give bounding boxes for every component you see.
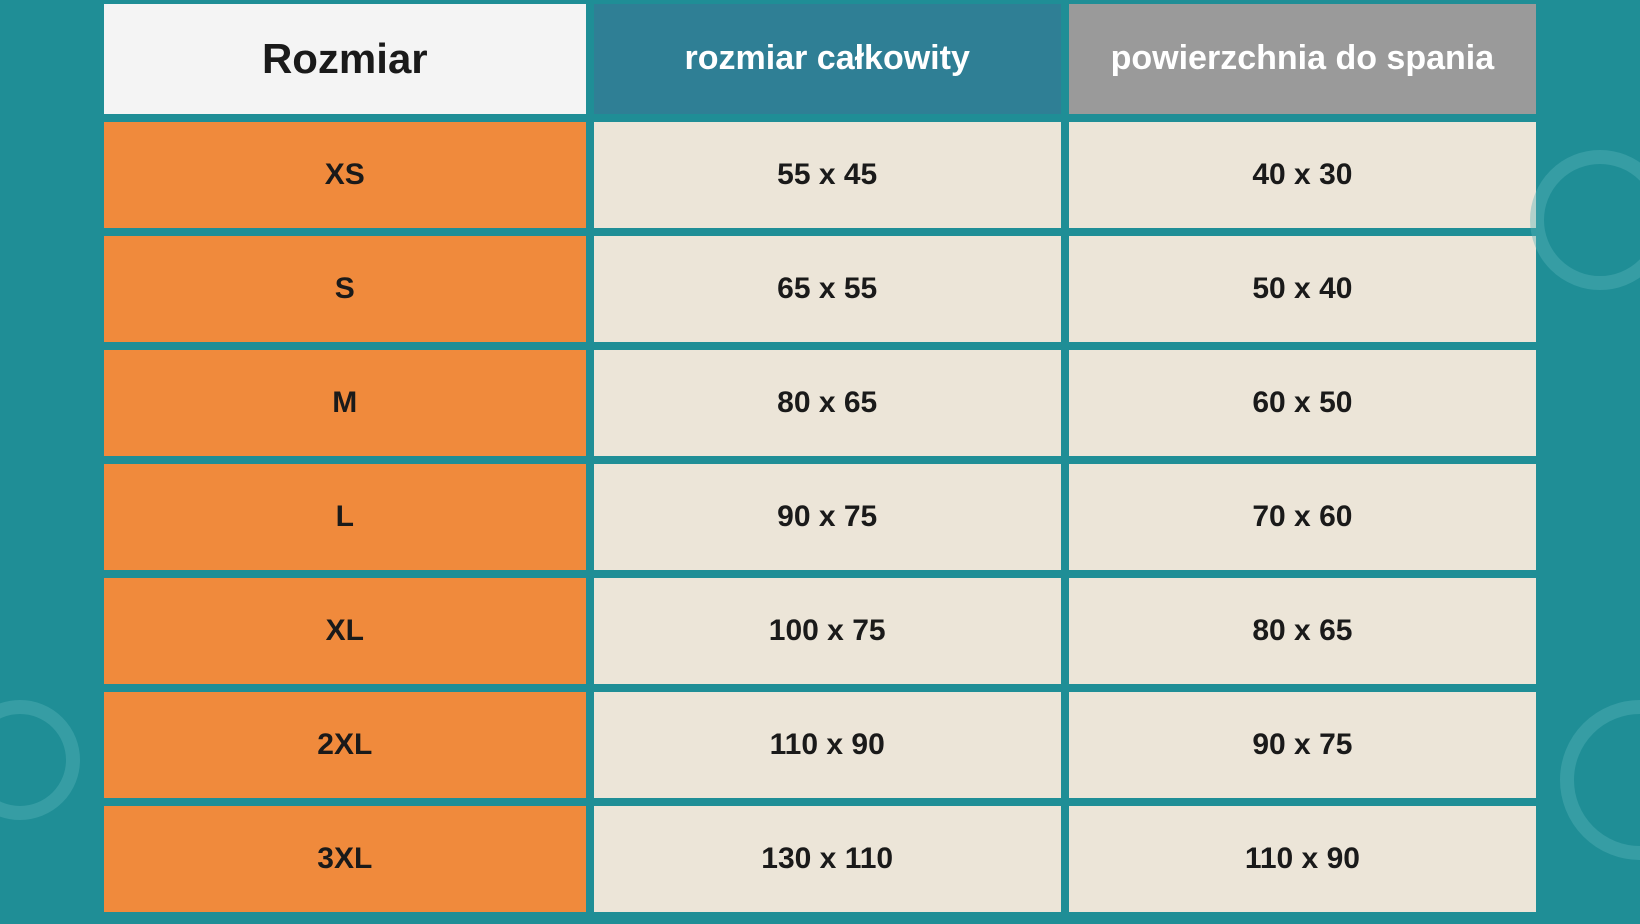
cell-sleep: 50 x 40: [1065, 232, 1540, 346]
table-header-row: Rozmiarrozmiar całkowitypowierzchnia do …: [100, 0, 1540, 118]
column-header-size: Rozmiar: [100, 0, 590, 118]
table-row: XS55 x 4540 x 30: [100, 118, 1540, 232]
decorative-circle: [1560, 700, 1640, 860]
table-header: Rozmiarrozmiar całkowitypowierzchnia do …: [100, 0, 1540, 118]
size-table-container: Rozmiarrozmiar całkowitypowierzchnia do …: [100, 0, 1540, 916]
cell-sleep: 110 x 90: [1065, 802, 1540, 916]
cell-total: 80 x 65: [590, 346, 1065, 460]
table-row: M80 x 6560 x 50: [100, 346, 1540, 460]
cell-total: 100 x 75: [590, 574, 1065, 688]
table-row: L90 x 7570 x 60: [100, 460, 1540, 574]
column-header-total: rozmiar całkowity: [590, 0, 1065, 118]
cell-sleep: 40 x 30: [1065, 118, 1540, 232]
cell-size: 3XL: [100, 802, 590, 916]
cell-sleep: 80 x 65: [1065, 574, 1540, 688]
cell-total: 130 x 110: [590, 802, 1065, 916]
cell-size: L: [100, 460, 590, 574]
table-row: 3XL130 x 110110 x 90: [100, 802, 1540, 916]
cell-size: 2XL: [100, 688, 590, 802]
cell-total: 90 x 75: [590, 460, 1065, 574]
size-table: Rozmiarrozmiar całkowitypowierzchnia do …: [100, 0, 1540, 916]
decorative-circle: [0, 700, 80, 820]
cell-total: 110 x 90: [590, 688, 1065, 802]
table-row: XL100 x 7580 x 65: [100, 574, 1540, 688]
table-row: 2XL110 x 9090 x 75: [100, 688, 1540, 802]
cell-size: S: [100, 232, 590, 346]
cell-sleep: 90 x 75: [1065, 688, 1540, 802]
cell-size: XS: [100, 118, 590, 232]
table-body: XS55 x 4540 x 30S65 x 5550 x 40M80 x 656…: [100, 118, 1540, 916]
cell-sleep: 70 x 60: [1065, 460, 1540, 574]
cell-total: 55 x 45: [590, 118, 1065, 232]
cell-total: 65 x 55: [590, 232, 1065, 346]
decorative-circle: [1530, 150, 1640, 290]
cell-size: XL: [100, 574, 590, 688]
table-row: S65 x 5550 x 40: [100, 232, 1540, 346]
canvas: Rozmiarrozmiar całkowitypowierzchnia do …: [0, 0, 1640, 924]
cell-sleep: 60 x 50: [1065, 346, 1540, 460]
column-header-sleep: powierzchnia do spania: [1065, 0, 1540, 118]
cell-size: M: [100, 346, 590, 460]
